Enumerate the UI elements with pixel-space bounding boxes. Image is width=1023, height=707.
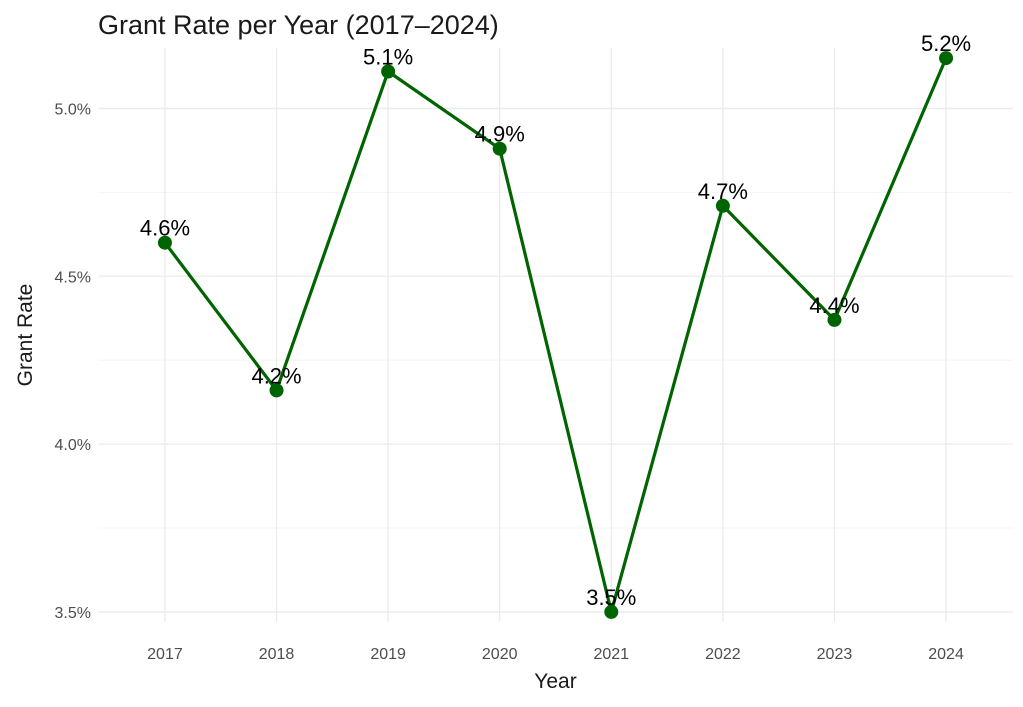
- data-label: 4.2%: [251, 363, 301, 388]
- data-label: 5.2%: [921, 31, 971, 56]
- x-tick-label: 2020: [482, 646, 518, 663]
- x-tick-label: 2018: [259, 646, 295, 663]
- data-point: [492, 141, 507, 156]
- data-label: 4.7%: [698, 179, 748, 204]
- x-tick-label: 2022: [705, 646, 741, 663]
- chart-title: Grant Rate per Year (2017–2024): [98, 10, 499, 40]
- x-tick-label: 2017: [147, 646, 183, 663]
- data-label: 5.1%: [363, 44, 413, 69]
- grid-lines: [98, 48, 1013, 622]
- x-axis-ticks: 2017 2018 2019 2020 2021 2022 2023 2024: [147, 646, 964, 663]
- data-point: [381, 64, 396, 79]
- y-axis-title: Grant Rate: [14, 284, 37, 387]
- y-tick-label: 4.0%: [55, 437, 91, 454]
- y-axis-ticks: 3.5% 4.0% 4.5% 5.0%: [55, 101, 91, 622]
- data-point: [715, 198, 730, 213]
- data-label: 3.5%: [586, 585, 636, 610]
- x-axis-title: Year: [534, 670, 576, 693]
- y-tick-label: 3.5%: [55, 605, 91, 622]
- data-point: [157, 235, 172, 250]
- data-point: [269, 383, 284, 398]
- series-line: [163, 57, 948, 614]
- y-tick-label: 5.0%: [55, 101, 91, 118]
- x-tick-label: 2023: [817, 646, 853, 663]
- data-label: 4.4%: [809, 293, 859, 318]
- data-point: [939, 51, 954, 66]
- data-point: [604, 604, 619, 619]
- data-labels: 4.6% 4.2% 5.1% 4.9% 3.5% 4.7% 4.4% 5.2%: [140, 31, 971, 610]
- data-label: 4.9%: [475, 122, 525, 147]
- x-tick-label: 2019: [370, 646, 406, 663]
- y-tick-label: 4.5%: [55, 269, 91, 286]
- data-points: [157, 51, 954, 619]
- data-point: [827, 312, 842, 327]
- data-label: 4.6%: [140, 216, 190, 241]
- x-tick-label: 2021: [593, 646, 629, 663]
- x-tick-label: 2024: [928, 646, 964, 663]
- series-line-group: [163, 57, 948, 614]
